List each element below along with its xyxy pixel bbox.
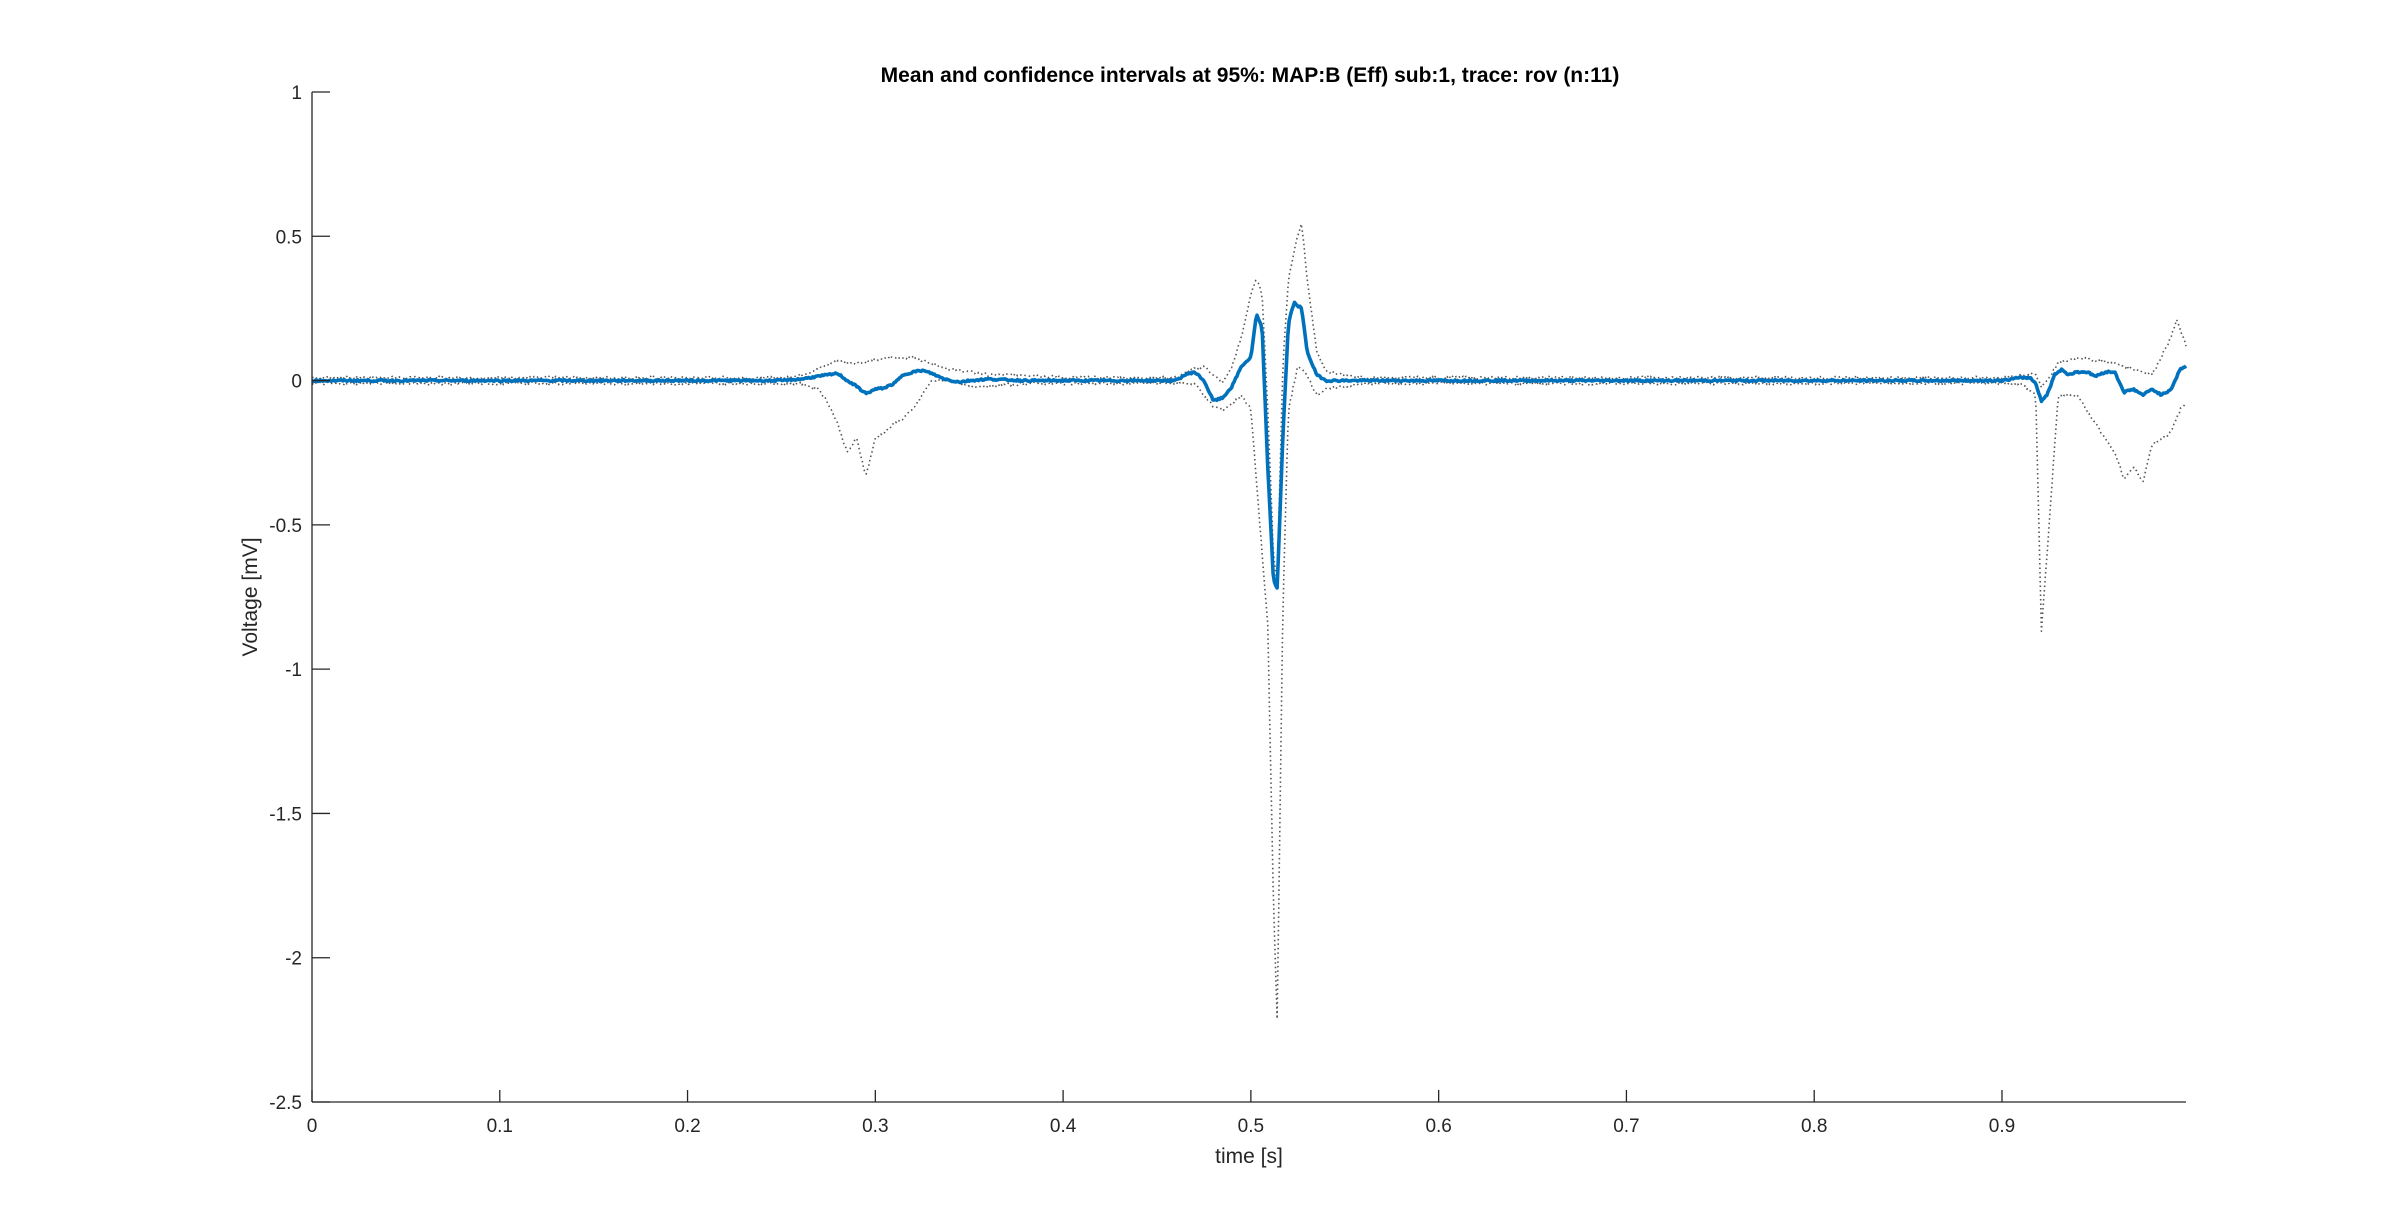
x-tick-label: 0.3	[862, 1116, 888, 1137]
x-ticks: 0 0.1 0.2 0.3 0.4 0.5 0.6 0.7 0.8 0.9	[307, 1090, 2015, 1137]
y-tick-label: 0	[291, 372, 302, 393]
y-tick-label: 0.5	[276, 227, 302, 248]
x-tick-label: 0	[307, 1116, 318, 1137]
mean-line	[311, 300, 2188, 590]
y-tick-label: -1	[285, 660, 302, 681]
x-tick-label: 0.4	[1050, 1116, 1077, 1137]
x-tick-label: 0.5	[1238, 1116, 1264, 1137]
chart-title: Mean and confidence intervals at 95%: MA…	[881, 64, 1620, 87]
y-tick-label: 1	[291, 83, 302, 104]
axes: 0 0.1 0.2 0.3 0.4 0.5 0.6 0.7 0.8 0.9 -2.5-2-1.5-…	[269, 83, 2186, 1137]
y-tick-label: -1.5	[269, 804, 302, 825]
x-tick-label: 0.1	[487, 1116, 513, 1137]
y-tick-label: -2	[285, 949, 302, 970]
x-tick-label: 0.2	[674, 1116, 700, 1137]
x-tick-label: 0.9	[1989, 1116, 2015, 1137]
plot-area	[311, 223, 2188, 1020]
x-tick-label: 0.7	[1613, 1116, 1639, 1137]
x-axis-label: time [s]	[1215, 1145, 1283, 1168]
y-tick-label: -0.5	[269, 516, 302, 537]
y-axis-label: Voltage [mV]	[239, 537, 262, 656]
x-tick-label: 0.8	[1801, 1116, 1827, 1137]
series-layer	[311, 223, 2188, 1020]
x-tick-label: 0.6	[1425, 1116, 1451, 1137]
upper-ci-line	[311, 223, 2187, 583]
y-ticks: -2.5 -2 -1.5 -1 -0.5 0 0.5 1	[269, 83, 330, 1114]
y-tick-label: -2.5	[269, 1093, 302, 1114]
